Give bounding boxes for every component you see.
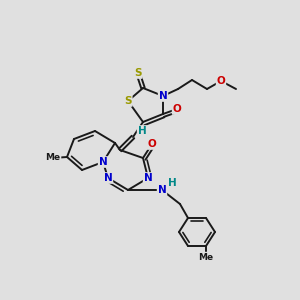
Text: H: H — [168, 178, 176, 188]
Text: N: N — [159, 91, 167, 101]
Text: O: O — [148, 139, 156, 149]
Text: N: N — [158, 185, 166, 195]
Text: S: S — [124, 96, 132, 106]
Text: N: N — [144, 173, 152, 183]
Text: N: N — [103, 173, 112, 183]
Text: O: O — [217, 76, 225, 86]
Text: O: O — [172, 104, 182, 114]
Text: Me: Me — [198, 253, 214, 262]
Text: H: H — [138, 126, 146, 136]
Text: Me: Me — [45, 154, 61, 163]
Text: S: S — [134, 68, 142, 78]
Text: N: N — [99, 157, 107, 167]
